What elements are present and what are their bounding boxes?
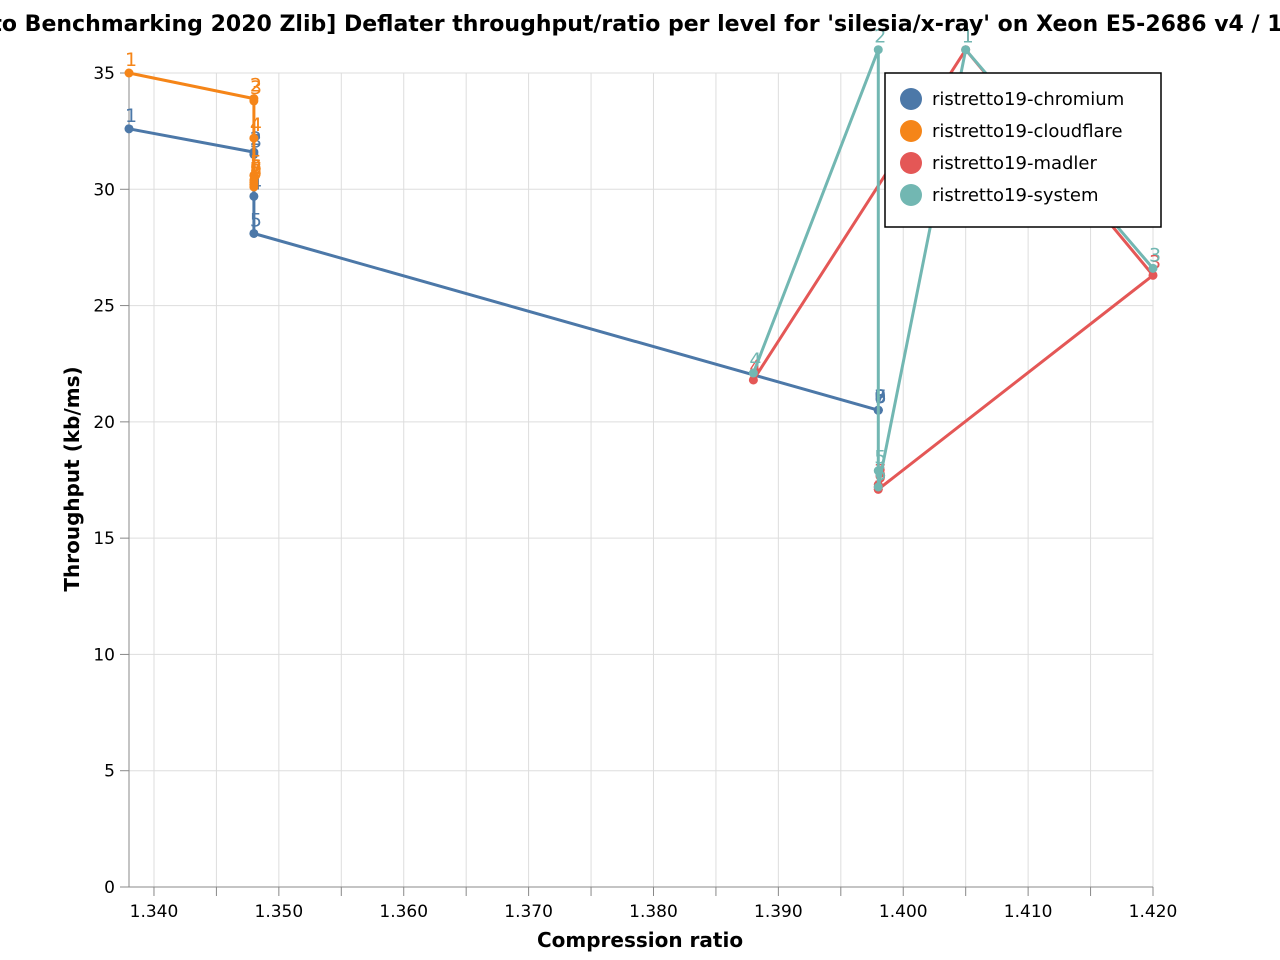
data-label: 5 xyxy=(250,151,262,173)
legend-marker xyxy=(900,88,922,110)
series-line xyxy=(128,127,879,412)
y-tick-label: 15 xyxy=(93,529,115,549)
x-tick-label: 1.360 xyxy=(379,902,428,922)
data-point xyxy=(249,182,259,192)
legend-marker xyxy=(900,184,922,206)
y-tick-label: 0 xyxy=(104,878,115,898)
data-label: 5 xyxy=(250,209,262,231)
data-point xyxy=(873,466,883,476)
data-point xyxy=(249,191,259,201)
y-tick-label: 5 xyxy=(104,762,115,782)
legend-marker xyxy=(900,120,922,142)
x-tick-label: 1.420 xyxy=(1129,902,1178,922)
data-point xyxy=(1148,270,1158,280)
data-label: 1 xyxy=(962,26,974,48)
data-label: 2 xyxy=(874,26,886,48)
data-point xyxy=(748,368,758,378)
x-axis-title: Compression ratio xyxy=(537,928,743,952)
data-label: 4 xyxy=(250,114,262,136)
x-tick-label: 1.380 xyxy=(629,902,678,922)
data-label: 2 xyxy=(250,75,262,97)
data-label: 3 xyxy=(1149,244,1161,266)
y-tick-label: 10 xyxy=(93,645,115,665)
data-point xyxy=(961,45,971,55)
legend-box xyxy=(884,72,1162,228)
data-label: 6 xyxy=(250,156,262,178)
x-tick-label: 1.390 xyxy=(754,902,803,922)
data-label: 7 xyxy=(250,158,262,180)
data-point xyxy=(249,96,259,106)
data-label: 6 xyxy=(874,463,886,485)
data-label: 9 xyxy=(874,386,886,408)
data-point xyxy=(748,375,758,385)
y-tick-label: 30 xyxy=(93,180,115,200)
series-line xyxy=(128,71,256,187)
data-point xyxy=(249,133,259,143)
data-point xyxy=(249,228,259,238)
data-point xyxy=(124,124,134,134)
chart-title: [Ristretto Benchmarking 2020 Zlib] Defla… xyxy=(0,12,1280,37)
y-tick-label: 35 xyxy=(93,64,115,84)
x-tick-label: 1.340 xyxy=(130,902,179,922)
legend-label: ristretto19-madler xyxy=(932,153,1098,174)
y-tick-label: 20 xyxy=(93,413,115,433)
x-tick-label: 1.350 xyxy=(255,902,304,922)
data-label: 4 xyxy=(749,349,761,371)
data-label: 8 xyxy=(250,161,262,183)
y-tick-label: 25 xyxy=(93,297,115,317)
data-point xyxy=(124,68,134,78)
legend-label: ristretto19-chromium xyxy=(932,89,1124,110)
data-label: 1 xyxy=(962,26,974,48)
axes: 1.340 1.350 1.360 1.370 1.380 1.390 1.400 1.410… xyxy=(93,64,1177,922)
x-tick-label: 1.400 xyxy=(879,902,928,922)
legend: ristretto19-chromium ristretto19-cloudfla… xyxy=(884,72,1162,228)
x-tick-label: 1.410 xyxy=(1004,902,1053,922)
data-label: 1 xyxy=(125,105,137,127)
data-label: 9 xyxy=(250,163,262,185)
data-point xyxy=(1148,263,1158,273)
legend-marker xyxy=(900,152,922,174)
data-point xyxy=(873,45,883,55)
legend-label: ristretto19-cloudflare xyxy=(932,121,1123,142)
y-axis-title: Throughput (kb/ms) xyxy=(60,366,84,591)
data-label: 5 xyxy=(874,447,886,469)
x-tick-label: 1.370 xyxy=(504,902,553,922)
legend-label: ristretto19-system xyxy=(932,185,1099,206)
data-label: 3 xyxy=(250,77,262,99)
data-point xyxy=(873,482,883,492)
data-label: 1 xyxy=(125,49,137,71)
